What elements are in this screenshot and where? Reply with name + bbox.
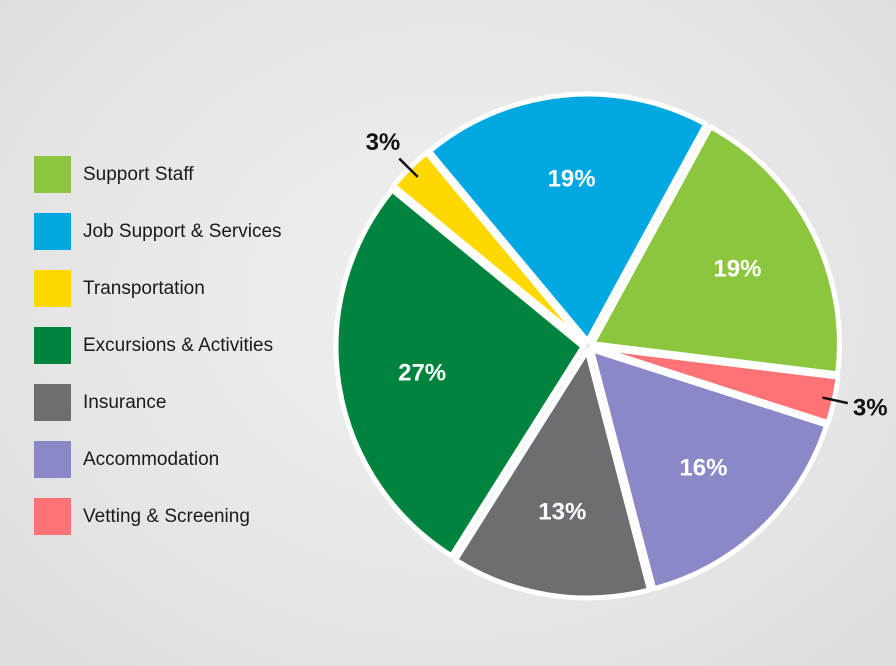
legend-swatch-support-staff: [34, 156, 71, 193]
leader-line-vetting-and-screening: [822, 396, 849, 405]
pie-slice-support-staff: [589, 124, 842, 377]
legend-item-transportation: Transportation: [34, 270, 282, 307]
legend: Support Staff Job Support & Services Tra…: [34, 156, 282, 535]
pie-slice-excursions-and-activities: [333, 187, 586, 559]
legend-swatch-excursions: [34, 327, 71, 364]
data-label-vetting-and-screening: 3%: [853, 395, 888, 422]
legend-swatch-vetting: [34, 498, 71, 535]
legend-item-support-staff: Support Staff: [34, 156, 282, 193]
legend-label-excursions: Excursions & Activities: [83, 334, 274, 356]
legend-label-job-support: Job Support & Services: [83, 220, 282, 242]
leader-line-transportation: [398, 157, 419, 178]
legend-item-job-support: Job Support & Services: [34, 213, 282, 250]
data-label-excursions-and-activities: 27%: [398, 359, 446, 386]
data-label-transportation: 3%: [366, 129, 401, 156]
legend-swatch-insurance: [34, 384, 71, 421]
pie-slice-accommodation: [588, 347, 830, 592]
legend-swatch-accommodation: [34, 441, 71, 478]
legend-item-vetting: Vetting & Screening: [34, 498, 282, 535]
legend-label-insurance: Insurance: [83, 391, 167, 413]
legend-swatch-transportation: [34, 270, 71, 307]
legend-item-insurance: Insurance: [34, 384, 282, 421]
legend-label-accommodation: Accommodation: [83, 448, 220, 470]
legend-label-support-staff: Support Staff: [83, 163, 194, 185]
data-label-accommodation: 16%: [679, 455, 727, 482]
legend-swatch-job-support: [34, 213, 71, 250]
legend-item-accommodation: Accommodation: [34, 441, 282, 478]
legend-label-vetting: Vetting & Screening: [83, 505, 250, 527]
data-label-insurance: 13%: [538, 499, 586, 526]
data-label-job-support-and-services: 19%: [548, 165, 596, 192]
pie-slice-job-support-and-services: [426, 91, 709, 344]
data-label-support-staff: 19%: [713, 256, 761, 283]
pie-slice-insurance: [453, 348, 652, 601]
legend-item-excursions: Excursions & Activities: [34, 327, 282, 364]
legend-label-transportation: Transportation: [83, 277, 205, 299]
